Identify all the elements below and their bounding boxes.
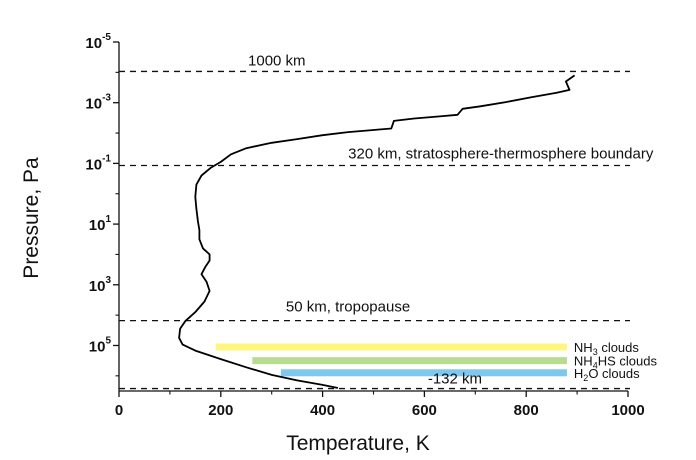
cloud-band-1 [252, 357, 567, 365]
reference-line-label-0: 1000 km [248, 52, 306, 69]
cloud-band-label-2: H2O clouds [574, 366, 640, 383]
cloud-band-2 [280, 369, 567, 377]
cloud-band-0 [215, 343, 567, 351]
y-tick-label-1: 10-3 [85, 93, 111, 113]
x-tick-label-5: 1000 [611, 402, 644, 419]
reference-line-label-1: 320 km, stratosphere-thermosphere bounda… [348, 146, 654, 163]
temperature-profile-line-0 [178, 74, 576, 389]
reference-line-label-3: -132 km [428, 371, 482, 388]
y-tick-label-3: 101 [89, 214, 112, 234]
x-tick-label-1: 200 [208, 402, 233, 419]
x-tick-label-2: 400 [310, 402, 335, 419]
x-tick-label-0: 0 [115, 402, 123, 419]
y-tick-label-2: 10-1 [85, 153, 111, 173]
y-tick-label-4: 103 [89, 275, 112, 295]
reference-line-label-2: 50 km, tropopause [286, 299, 410, 316]
y-tick-label-5: 105 [89, 335, 112, 355]
y-axis-title: Pressure, Pa [20, 157, 43, 279]
y-tick-label-0: 10-5 [85, 32, 111, 52]
cloud-band-label-1: NH4HS clouds [574, 354, 658, 371]
x-tick-label-3: 600 [412, 402, 437, 419]
x-axis-title: Temperature, K [286, 432, 430, 455]
cloud-band-label-0: NH3 clouds [574, 340, 639, 357]
x-tick-label-4: 800 [514, 402, 539, 419]
